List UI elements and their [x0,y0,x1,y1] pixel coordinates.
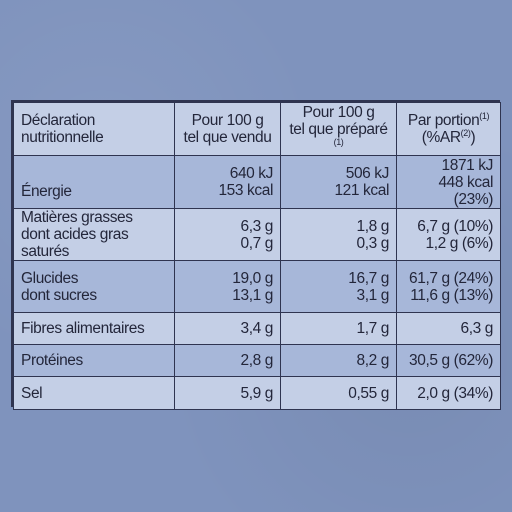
proteines-prepared: 8,2 g [280,344,397,377]
header-declaration: Déclaration nutritionnelle [13,102,175,156]
label-sel: Sel [13,376,175,410]
energie-prepared: 506 kJ 121 kcal [280,155,397,209]
label-energie: Énergie [13,155,175,209]
sel-portion: 2,0 g (34%) [396,376,501,410]
row-glucides: Glucides dont sucres 19,0 g 13,1 g 16,7 … [13,260,501,313]
fibres-portion: 6,3 g [396,312,501,345]
glucides-prepared: 16,7 g 3,1 g [280,260,397,313]
header-per-100g-prepared: Pour 100 g tel que préparé (1) [280,102,397,156]
matieres-portion: 6,7 g (10%) 1,2 g (6%) [396,208,501,261]
glucides-portion: 61,7 g (24%) 11,6 g (13%) [396,260,501,313]
sel-sold: 5,9 g [174,376,281,410]
label-proteines: Protéines [13,344,175,377]
row-proteines: Protéines 2,8 g 8,2 g 30,5 g (62%) [13,344,501,377]
matieres-sold: 6,3 g 0,7 g [174,208,281,261]
sel-prepared: 0,55 g [280,376,397,410]
row-matieres-grasses: Matières grasses dont acides gras saturé… [13,208,501,261]
energie-sold: 640 kJ 153 kcal [174,155,281,209]
proteines-sold: 2,8 g [174,344,281,377]
matieres-prepared: 1,8 g 0,3 g [280,208,397,261]
row-sel: Sel 5,9 g 0,55 g 2,0 g (34%) [13,376,501,410]
nutrition-table: Déclaration nutritionnelle Pour 100 g te… [11,100,501,410]
table-header-row: Déclaration nutritionnelle Pour 100 g te… [13,102,501,156]
row-fibres: Fibres alimentaires 3,4 g 1,7 g 6,3 g [13,312,501,345]
fibres-prepared: 1,7 g [280,312,397,345]
glucides-sold: 19,0 g 13,1 g [174,260,281,313]
energie-portion: 1871 kJ 448 kcal (23%) [396,155,501,209]
header-per-100g-sold: Pour 100 g tel que vendu [174,102,281,156]
proteines-portion: 30,5 g (62%) [396,344,501,377]
label-fibres: Fibres alimentaires [13,312,175,345]
label-glucides: Glucides dont sucres [13,260,175,313]
row-energie: Énergie 640 kJ 153 kcal 506 kJ 121 kcal … [13,155,501,209]
header-per-portion: Par portion(1) (%AR(2)) [396,102,501,156]
fibres-sold: 3,4 g [174,312,281,345]
label-matieres-grasses: Matières grasses dont acides gras saturé… [13,208,175,261]
